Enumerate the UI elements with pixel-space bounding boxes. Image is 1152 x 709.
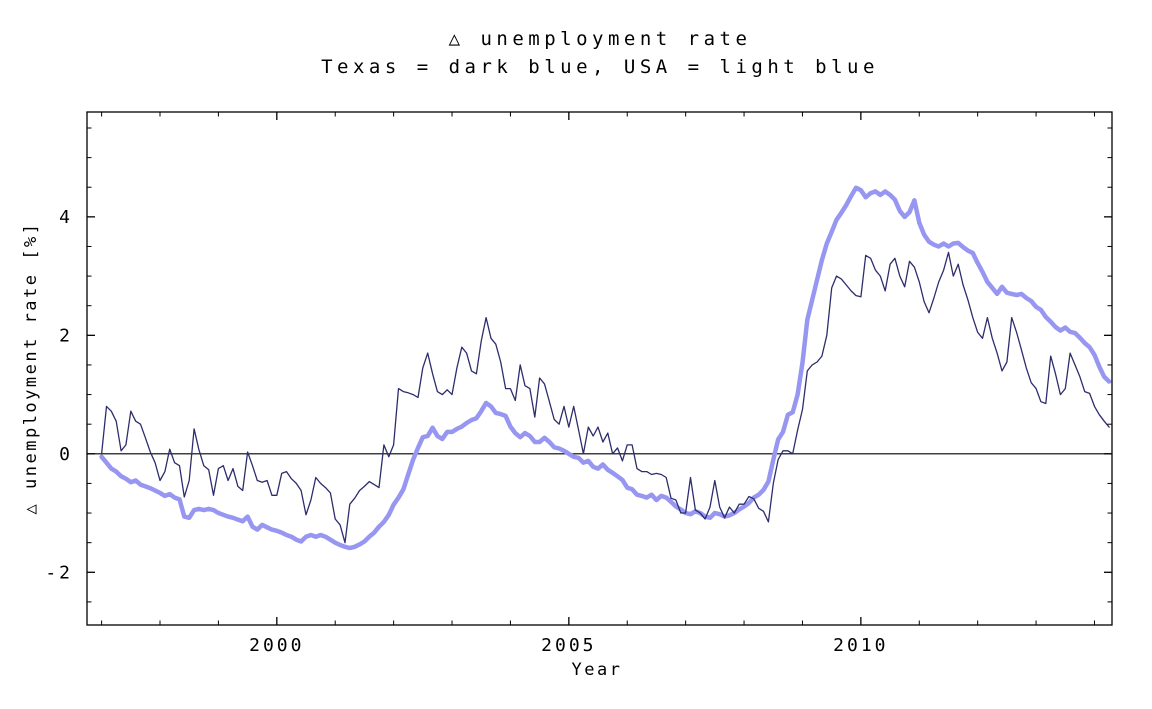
x-tick-label: 2005 (541, 635, 596, 656)
x-axis-label: Year (572, 660, 623, 680)
texas-series-line (100, 251, 1110, 544)
usa-series-line (99, 185, 1112, 551)
y-tick-label: -2 (45, 562, 73, 583)
x-tick-label: 2010 (833, 635, 888, 656)
chart-subtitle-legend: Texas = dark blue, USA = light blue (321, 56, 879, 78)
y-tick-label: 0 (59, 444, 73, 465)
y-axis-label: △ unemployment rate [%] (21, 222, 41, 515)
y-tick-label: 2 (59, 325, 73, 346)
y-tick-label: 4 (59, 207, 73, 228)
x-tick-label: 2000 (249, 635, 304, 656)
plot-area: 2000 2005 2010 4 2 0 -2 (45, 111, 1113, 656)
plot-frame (86, 111, 1113, 626)
chart-title: △ unemployment rate (449, 28, 752, 50)
